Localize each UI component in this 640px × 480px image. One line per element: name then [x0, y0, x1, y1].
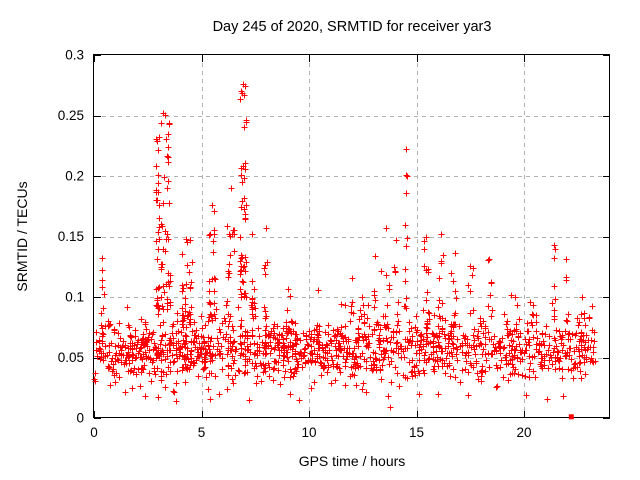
y-axis-label: SRMTID / TECUs: [14, 181, 30, 291]
end-marker-square: [568, 414, 574, 420]
x-tick-label: 0: [90, 425, 98, 440]
x-tick-label: 5: [198, 425, 206, 440]
axis-ticks: [94, 55, 610, 419]
x-tick-label: 15: [409, 425, 424, 440]
plot-border: [93, 54, 610, 418]
x-tick-labels: 0 5 10 15 20: [90, 425, 531, 440]
y-tick-labels: 0 0.05 0.1 0.15 0.2 0.25 0.3: [58, 48, 84, 426]
x-tick-label: 20: [516, 425, 531, 440]
data-points: [91, 81, 599, 411]
y-tick-label: 0.15: [58, 229, 84, 244]
y-tick-label: 0: [76, 411, 84, 426]
x-tick-label: 10: [301, 425, 316, 440]
y-tick-label: 0.05: [58, 350, 84, 365]
y-tick-label: 0.25: [58, 108, 84, 123]
x-axis-label: GPS time / hours: [299, 453, 406, 469]
y-tick-label: 0.1: [65, 290, 84, 305]
y-tick-label: 0.2: [65, 169, 84, 184]
y-tick-label: 0.3: [65, 48, 84, 63]
chart-title: Day 245 of 2020, SRMTID for receiver yar…: [213, 19, 492, 35]
